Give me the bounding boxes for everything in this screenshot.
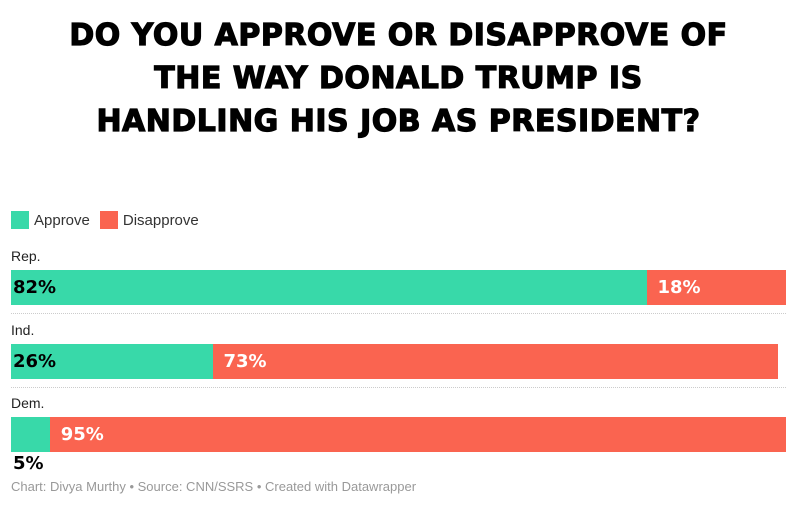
title-line: HANDLING HIS JOB AS PRESIDENT?: [96, 103, 701, 139]
data-label: 26%: [13, 351, 57, 372]
bar-approve: [11, 344, 213, 379]
data-label: 82%: [13, 277, 57, 298]
legend-label: Disapprove: [122, 211, 199, 229]
data-label: 18%: [657, 277, 701, 298]
category-label: Ind.: [11, 322, 35, 338]
data-label: 73%: [223, 351, 267, 372]
legend-item-approve: Approve: [11, 211, 90, 229]
bar-disapprove: [49, 417, 786, 452]
bar-approve: [11, 270, 647, 305]
category-label: Rep.: [11, 248, 41, 264]
category-label: Dem.: [11, 395, 45, 411]
bar-disapprove: [212, 344, 779, 379]
row-separator: [11, 387, 786, 388]
row-separator: [11, 313, 786, 314]
legend: Approve Disapprove: [11, 211, 199, 229]
legend-swatch: [11, 211, 29, 229]
legend-label: Approve: [34, 211, 90, 229]
title-line: THE WAY DONALD TRUMP IS: [154, 60, 643, 96]
legend-swatch: [99, 211, 118, 229]
bar-approve: [11, 417, 50, 452]
title-line: DO YOU APPROVE OR DISAPPROVE OF: [69, 17, 728, 53]
legend-item-disapprove: Disapprove: [99, 211, 199, 229]
footer-credit: Chart: Divya Murthy • Source: CNN/SSRS •…: [11, 479, 417, 494]
chart-title: DO YOU APPROVE OR DISAPPROVE OF THE WAY …: [0, 14, 797, 143]
data-label: 95%: [60, 424, 104, 445]
bar-disapprove: [646, 270, 786, 305]
data-label: 5%: [13, 453, 44, 474]
